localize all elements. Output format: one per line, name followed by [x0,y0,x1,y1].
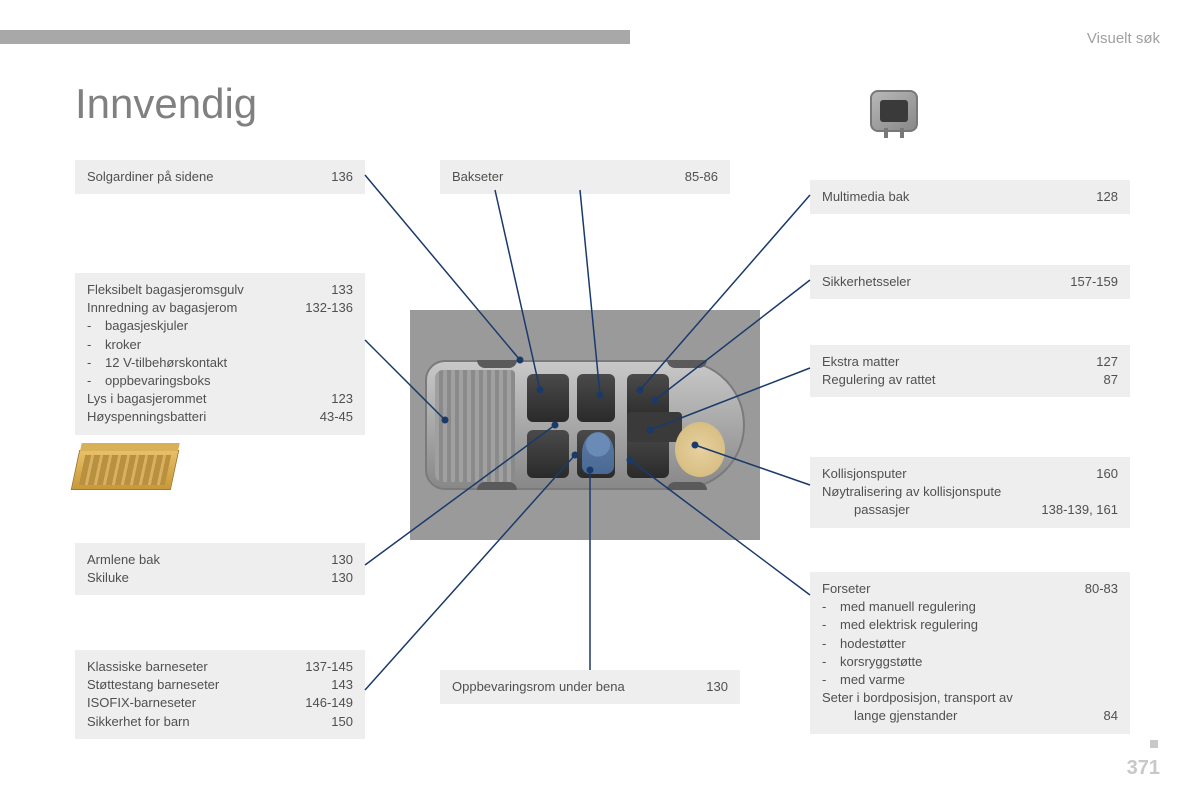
sub-item: hodestøtter [822,635,1118,653]
page-ref: 123 [331,390,353,408]
box-armlene: Armlene bak 130 Skiluke 130 [75,543,365,595]
car-body-outline [425,360,745,490]
driver-figure-icon [582,432,614,474]
page-ref: 157-159 [1070,273,1118,291]
label: Sikkerhetsseler [822,273,911,291]
label: Seter i bordposisjon, transport av [822,689,1118,707]
box-sikkerhetsseler: Sikkerhetsseler 157-159 [810,265,1130,299]
box-multimedia: Multimedia bak 128 [810,180,1130,214]
car-top-view-diagram [410,310,760,540]
page-ref: 130 [331,551,353,569]
sub-item: med elektrisk regulering [822,616,1118,634]
box-bakseter: Bakseter 85-86 [440,160,730,194]
sub-item: oppbevaringsboks [87,372,353,390]
label: Kollisjonsputer [822,465,907,483]
page-ref: 132-136 [305,299,353,317]
page-ref: 87 [1104,371,1118,389]
page-marker-icon [1150,740,1158,748]
page-title: Innvendig [75,80,257,128]
label: Armlene bak [87,551,160,569]
box-matter-ratt: Ekstra matter 127 Regulering av rattet 87 [810,345,1130,397]
sub-label: passasjer [822,501,910,519]
box-bagasjerom: Fleksibelt bagasjeromsgulv 133 Innredning… [75,273,365,435]
sub-item: med manuell regulering [822,598,1118,616]
sub-item: med varme [822,671,1118,689]
box-kollisjonsputer: Kollisjonsputer 160 Nøytralisering av kol… [810,457,1130,528]
header-bar [0,30,630,44]
wheel-icon [667,482,707,490]
label: Skiluke [87,569,129,587]
page-ref: 133 [331,281,353,299]
box-oppbevaring: Oppbevaringsrom under bena 130 [440,670,740,704]
headrest-screen-icon [870,90,918,142]
sub-label: lange gjenstander [822,707,957,725]
box-barneseter: Klassiske barneseter 137-145 Støttestang … [75,650,365,739]
label: Fleksibelt bagasjeromsgulv [87,281,244,299]
label: Bakseter [452,168,503,186]
label: Høyspenningsbatteri [87,408,206,426]
label: Lys i bagasjerommet [87,390,206,408]
page-ref: 136 [331,168,353,186]
label: Nøytralisering av kollisjonspute [822,483,1118,501]
label: Forseter [822,580,870,598]
seat-icon [527,374,569,422]
page-ref: 137-145 [305,658,353,676]
sub-item: bagasjeskjuler [87,317,353,335]
page-number: 371 [1127,757,1160,780]
wheel-icon [477,482,517,490]
label: Støttestang barneseter [87,676,219,694]
label: ISOFIX-barneseter [87,694,196,712]
label: Oppbevaringsrom under bena [452,678,625,696]
sub-item: 12 V-tilbehørskontakt [87,354,353,372]
wheel-icon [477,360,517,368]
seat-icon [577,374,615,422]
breadcrumb: Visuelt søk [1087,30,1160,47]
page-ref: 84 [1104,707,1118,725]
label: Ekstra matter [822,353,899,371]
label: Regulering av rattet [822,371,935,389]
page-ref: 130 [706,678,728,696]
sub-item: korsryggstøtte [822,653,1118,671]
car-trunk-icon [435,370,515,482]
label: Solgardiner på sidene [87,168,213,186]
label: Multimedia bak [822,188,909,206]
label: Sikkerhet for barn [87,713,190,731]
page-ref: 160 [1096,465,1118,483]
page-ref: 138-139, 161 [1041,501,1118,519]
box-forseter: Forseter 80-83 med manuell regulering med… [810,572,1130,734]
airbag-icon [675,422,725,477]
page-ref: 80-83 [1085,580,1118,598]
wheel-icon [667,360,707,368]
battery-icon [75,450,175,500]
box-solgardiner: Solgardiner på sidene 136 [75,160,365,194]
sub-item: kroker [87,336,353,354]
page-ref: 85-86 [685,168,718,186]
page-ref: 130 [331,569,353,587]
seat-icon [527,430,569,478]
page-ref: 127 [1096,353,1118,371]
page-ref: 43-45 [320,408,353,426]
label: Klassiske barneseter [87,658,208,676]
page-ref: 146-149 [305,694,353,712]
label: Innredning av bagasjerom [87,299,237,317]
page-ref: 143 [331,676,353,694]
center-console-icon [627,412,682,442]
page-ref: 128 [1096,188,1118,206]
page-ref: 150 [331,713,353,731]
